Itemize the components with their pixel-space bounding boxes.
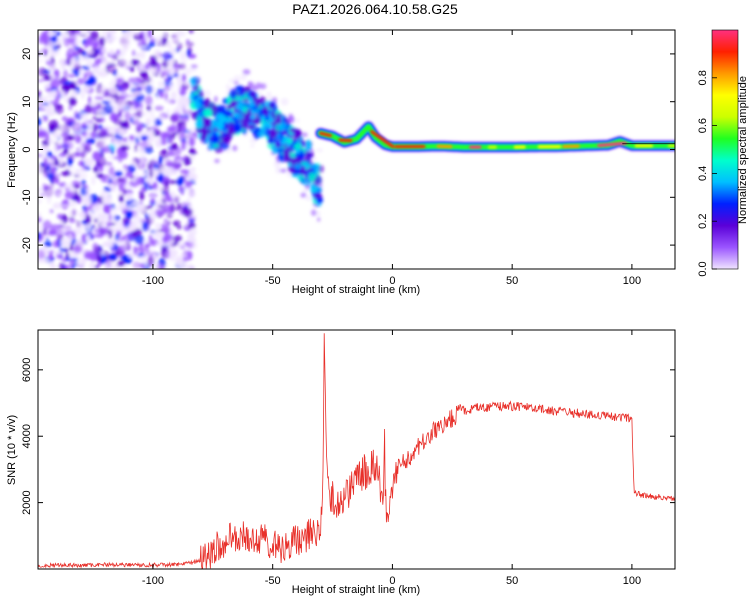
snr-y-tick-label: 6000 [21,358,33,382]
spectrogram-x-tick-label: -100 [142,275,164,287]
spectrogram-y-tick-label: -10 [21,189,33,205]
snr-series-line [38,333,675,569]
spectrogram-y-tick-label: 0 [21,146,33,152]
colorbar-frame [711,29,739,270]
tone-hot-spots [319,130,675,149]
snr-x-tick-label: 50 [506,575,518,587]
snr-x-tick-label: -100 [142,575,164,587]
colorbar-label: Normalized spectral amplitude [737,76,749,224]
snr-x-tick-label: -50 [265,575,281,587]
colorbar: 0.0 0.2 0.4 0.6 0.8 Normalized spectral ampl… [697,29,749,277]
snr-y-ticks: 2000 4000 6000 [21,358,675,515]
spectrogram-y-ticks: -20 -10 0 10 20 [21,48,675,253]
noise-blobs [38,30,323,269]
spectrogram-x-tick-label: -50 [265,275,281,287]
colorbar-tick-label: 0.8 [697,70,709,85]
snr-panel: -100 -50 0 50 100 2000 4000 6000 Height of str… [6,329,676,596]
spectrogram-x-axis-label: Height of straight line (km) [292,284,420,296]
spectrogram-x-tick-label: 50 [506,275,518,287]
snr-x-ticks: -100 -50 0 50 100 [142,330,641,587]
snr-y-axis-label: SNR (10 * v/v) [6,415,18,485]
spectrogram-x-ticks: -100 -50 0 50 100 [142,30,641,287]
snr-y-tick-label: 2000 [21,490,33,514]
colorbar-ticks: 0.0 0.2 0.4 0.6 0.8 [697,70,717,277]
spectrogram-x-tick-label: 0 [389,275,395,287]
snr-y-tick-label: 4000 [21,424,33,448]
colorbar-tick-label: 0.2 [697,214,709,229]
spectrogram-x-tick-label: 100 [623,275,641,287]
colorbar-tick-label: 0.4 [697,166,709,181]
spectrogram-y-tick-label: -20 [21,237,33,253]
scatter-blobs [189,77,325,207]
snr-x-axis-label: Height of straight line (km) [292,584,420,596]
snr-content [38,333,675,569]
colorbar-tick-label: 0.6 [697,118,709,133]
spectrogram-y-axis-label: Frequency (Hz) [6,112,18,188]
snr-x-tick-label: 100 [623,575,641,587]
snr-frame [37,329,676,570]
colorbar-tick-label: 0.0 [697,261,709,276]
snr-x-tick-label: 0 [389,575,395,587]
chart-title: PAZ1.2026.064.10.58.G25 [292,1,458,17]
spectrogram-y-tick-label: 10 [21,96,33,108]
spectrogram-content [38,30,675,269]
colorbar-gradient [712,30,738,269]
spectrogram-y-tick-label: 20 [21,48,33,60]
